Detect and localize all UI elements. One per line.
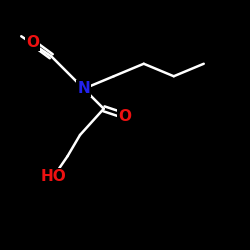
Text: N: N <box>78 81 90 96</box>
Text: O: O <box>118 109 132 124</box>
Text: O: O <box>26 35 39 50</box>
Text: HO: HO <box>41 169 66 184</box>
